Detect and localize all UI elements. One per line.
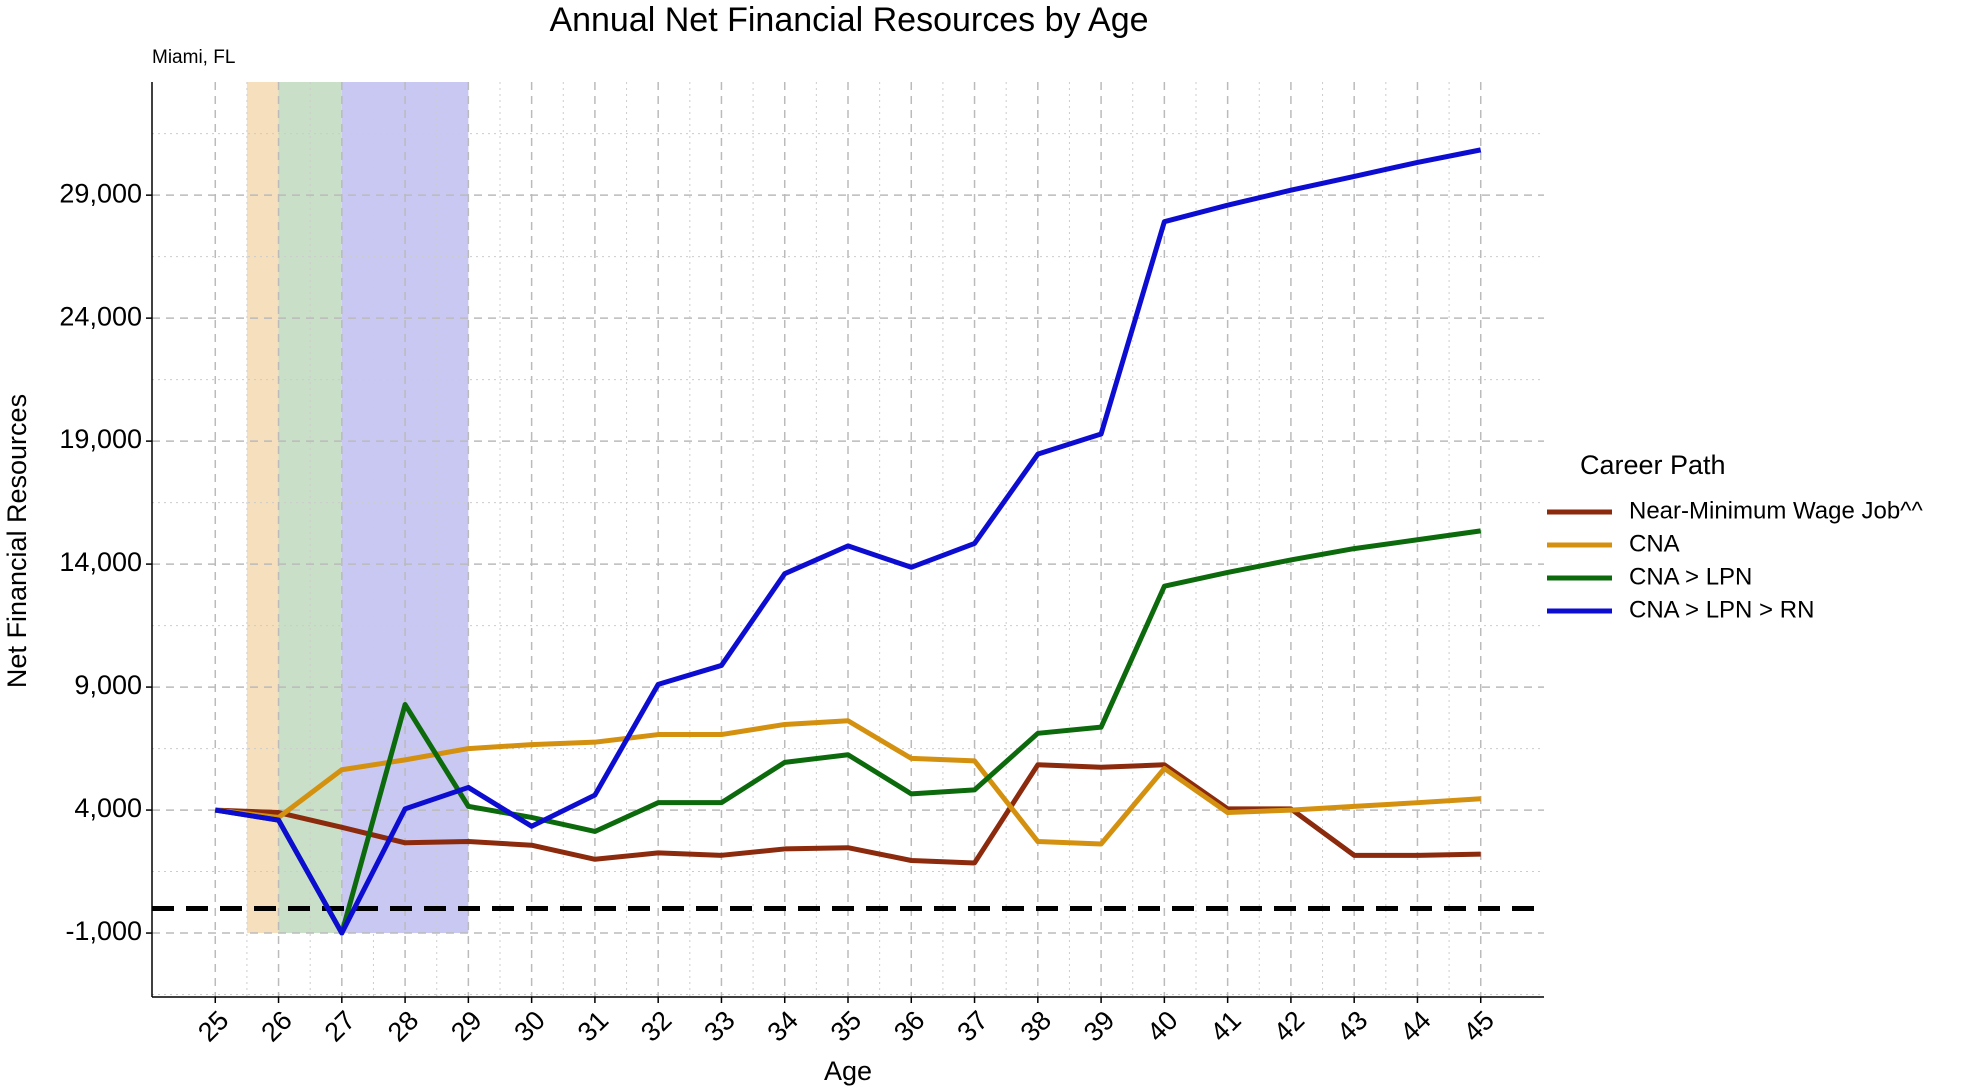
legend-label: Near-Minimum Wage Job^^: [1629, 497, 1923, 524]
x-tick-label: 37: [951, 1005, 993, 1047]
legend-label: CNA > LPN: [1629, 563, 1752, 590]
x-tick-label: 31: [572, 1005, 614, 1047]
x-tick-label: 33: [698, 1005, 740, 1047]
y-tick-label: 4,000: [74, 793, 142, 823]
x-tick-label: 34: [762, 1005, 804, 1047]
legend-label: CNA > LPN > RN: [1629, 596, 1814, 623]
x-tick-label: 35: [825, 1005, 867, 1047]
series-line: [214, 528, 1482, 936]
y-tick-label: 24,000: [59, 301, 142, 331]
series-line: [214, 718, 1481, 847]
x-tick-label: 30: [508, 1005, 550, 1047]
y-tick-label: -1,000: [65, 916, 142, 946]
chart-title: Annual Net Financial Resources by Age: [549, 1, 1148, 39]
y-axis-label: Net Financial Resources: [2, 394, 32, 688]
x-tick-label: 39: [1078, 1005, 1120, 1047]
x-tick-label: 43: [1331, 1005, 1373, 1047]
x-tick-label: 45: [1458, 1005, 1500, 1047]
y-tick-label: 14,000: [59, 547, 142, 577]
x-tick-label: 29: [445, 1005, 487, 1047]
legend-label: CNA: [1629, 530, 1680, 557]
x-tick-label: 27: [319, 1005, 361, 1047]
x-tick-label: 32: [635, 1005, 677, 1047]
x-tick-label: 28: [382, 1005, 424, 1047]
shaded-region: [246, 82, 279, 934]
x-tick-label: 42: [1268, 1005, 1310, 1047]
legend-title: Career Path: [1580, 450, 1726, 480]
y-tick-label: 9,000: [74, 670, 142, 700]
y-tick-label: 29,000: [59, 178, 142, 208]
x-tick-label: 36: [888, 1005, 930, 1047]
x-tick-label: 25: [192, 1005, 234, 1047]
x-tick-label: 41: [1204, 1005, 1246, 1047]
x-axis-label: Age: [824, 1056, 872, 1086]
x-tick-label: 40: [1141, 1005, 1183, 1047]
x-tick-label: 26: [255, 1005, 297, 1047]
series-line: [214, 147, 1482, 936]
y-tick-label: 19,000: [59, 424, 142, 454]
x-tick-label: 44: [1394, 1005, 1436, 1047]
x-tick-label: 38: [1015, 1005, 1057, 1047]
chart-subtitle: Miami, FL: [152, 47, 235, 68]
